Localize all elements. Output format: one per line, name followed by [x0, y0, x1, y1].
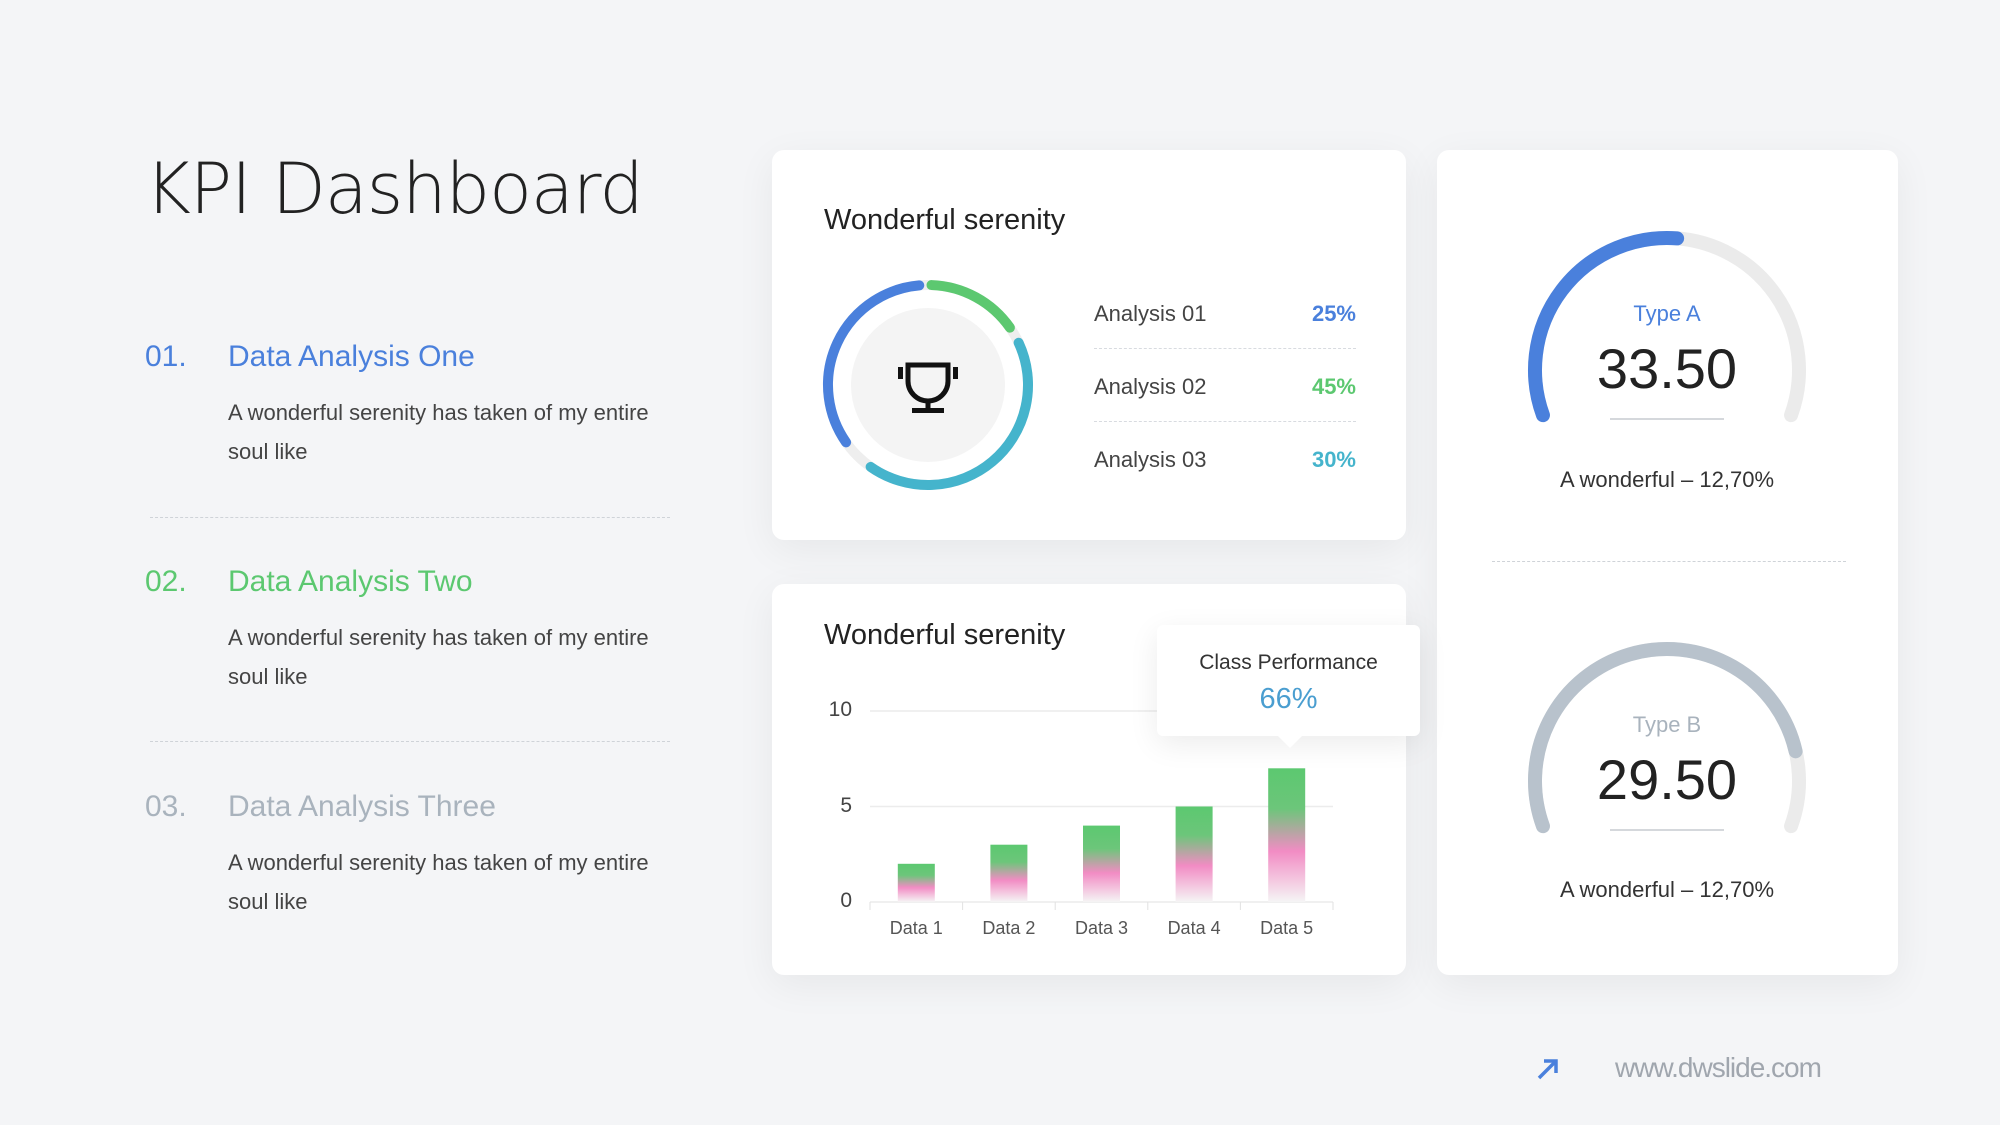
gauge-caption: A wonderful – 12,70%	[1559, 467, 1775, 492]
section-heading: Data Analysis One	[228, 340, 475, 373]
divider	[1492, 561, 1846, 562]
divider	[1094, 348, 1356, 349]
page-title: KPI Dashboard	[145, 148, 644, 230]
footer-url[interactable]: www.dwslide.com	[1615, 1052, 1822, 1083]
x-tick-label: Data 5	[1260, 918, 1314, 938]
section-heading: Data Analysis Two	[228, 565, 473, 598]
bar[interactable]	[1083, 825, 1120, 902]
divider	[1610, 418, 1724, 420]
donut-segment	[823, 280, 925, 448]
section-desc: A wonderful serenity has taken of my ent…	[228, 850, 649, 914]
analysis-value: 25%	[1311, 301, 1356, 326]
arrow-up-right-icon	[1537, 1059, 1558, 1080]
donut-segment	[865, 337, 1033, 490]
gauge-fill	[1528, 642, 1803, 834]
bar[interactable]	[897, 863, 935, 902]
trophy-icon	[898, 362, 958, 413]
gauge-label: Type B	[1632, 712, 1702, 737]
section-desc: A wonderful serenity has taken of my ent…	[228, 625, 649, 689]
section-desc: A wonderful serenity has taken of my ent…	[228, 400, 649, 464]
analysis-label: Analysis 01	[1094, 301, 1207, 326]
y-tick-label: 10	[828, 698, 852, 721]
section-number: 01.	[145, 340, 187, 373]
x-tick-label: Data 4	[1167, 918, 1221, 938]
gauge-label: Type A	[1633, 301, 1701, 326]
section-number: 02.	[145, 565, 187, 598]
y-tick-label: 0	[840, 889, 852, 912]
tooltip-label: Class Performance	[1199, 651, 1378, 674]
x-tick-label: Data 1	[889, 918, 943, 938]
divider	[150, 741, 670, 742]
gauge-caption: A wonderful – 12,70%	[1559, 877, 1775, 902]
x-tick-label: Data 2	[982, 918, 1036, 938]
tooltip: Class Performance 66%	[1157, 625, 1420, 748]
y-tick-label: 5	[840, 793, 852, 817]
donut-chart	[823, 280, 1033, 490]
donut-segment	[926, 280, 1015, 333]
divider	[1610, 829, 1724, 831]
bar[interactable]	[1175, 806, 1213, 903]
divider	[1094, 421, 1356, 422]
gauge-value: 33.50	[1596, 337, 1738, 400]
analysis-label: Analysis 03	[1094, 447, 1207, 472]
gauges	[1528, 231, 1806, 834]
x-tick-label: Data 3	[1074, 918, 1129, 938]
gauge-fill	[1528, 231, 1685, 423]
bar[interactable]	[1268, 768, 1306, 902]
donut-inner	[851, 308, 1005, 462]
analysis-label: Analysis 02	[1094, 374, 1207, 399]
divider	[150, 517, 670, 518]
section-heading: Data Analysis Three	[228, 790, 496, 823]
card-title: Wonderful serenity	[824, 204, 1066, 236]
gauge-card	[1437, 150, 1898, 975]
bar-chart	[869, 710, 1334, 910]
bar[interactable]	[990, 844, 1028, 902]
tooltip-value: 66%	[1259, 683, 1318, 715]
analysis-value: 30%	[1311, 447, 1356, 472]
tooltip-arrow	[1278, 736, 1302, 748]
gauge-value: 29.50	[1596, 748, 1738, 811]
card-title: Wonderful serenity	[824, 619, 1066, 651]
section-number: 03.	[145, 790, 187, 823]
analysis-value: 45%	[1311, 374, 1356, 399]
